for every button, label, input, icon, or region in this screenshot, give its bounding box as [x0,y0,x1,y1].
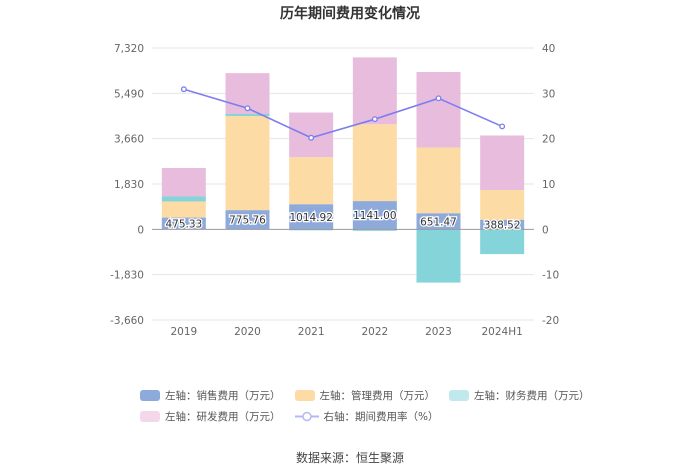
bar-finance-2023 [416,229,461,283]
rate-line [183,88,503,139]
sales-data-label: 1014.92 [289,212,332,224]
bar-finance-2022 [352,229,397,231]
data-labels: 475.33 775.76 1014.92 1141.00 651.47 388.52 [164,209,522,233]
right-tick-label: 0 [542,224,549,236]
sales-data-label: 475.33 [165,218,202,230]
bar-sales-2021 [289,204,334,230]
bar-rnd-2024H1 [480,135,525,190]
x-tick-label: 2021 [298,326,325,338]
legend-item-sales[interactable]: 左轴：销售费用（万元） [140,388,281,403]
right-tick-label: 30 [542,88,555,100]
legend-row-2: 左轴：研发费用（万元） 右轴：期间费用率（%） [140,409,580,424]
sales-data-label: 775.76 [229,215,266,227]
bar-sales-2022 [352,201,397,230]
left-tick-label: 3,660 [114,134,144,146]
bar-sales-2023 [416,213,461,230]
left-tick-label: -3,660 [110,315,144,327]
right-tick-label: 10 [542,179,555,191]
bar-finance-2019 [161,196,206,202]
rate-point-2021 [308,134,315,141]
bar-admin-2023 [416,147,461,214]
x-tick-label: 2019 [170,326,197,338]
chart-title: 历年期间费用变化情况 [280,6,420,22]
legend: 左轴：销售费用（万元） 左轴：管理费用（万元） 左轴：财务费用（万元） 左轴：研… [140,388,590,430]
legend-label-finance: 左轴：财务费用（万元） [474,390,590,402]
chart-plot: -3,660 -1,830 0 1,830 3,660 5,490 7,320 -20 -10… [110,43,559,338]
sales-data-label: 1141.00 [353,210,396,222]
bar-sales-2019 [161,217,206,230]
bar-admin-2019 [161,201,206,218]
legend-label-rnd: 左轴：研发费用（万元） [165,411,281,423]
left-tick-label: 1,830 [114,179,144,191]
left-tick-label: -1,830 [110,270,144,282]
left-tick-label: 0 [137,224,144,236]
sales-data-label: 388.52 [484,220,521,232]
legend-swatch-rate-line-icon [294,411,319,422]
bar-finance-2020 [225,113,270,116]
rate-point-2024H1 [499,123,506,130]
legend-item-rate[interactable]: 右轴：期间费用率（%） [294,409,439,424]
bar-rnd-2022 [352,57,397,125]
rate-point-2023 [435,95,442,102]
rate-point-2020 [244,105,251,112]
bar-series [161,57,525,283]
legend-swatch-finance [449,390,469,401]
legend-swatch-sales [140,390,160,401]
bar-admin-2022 [352,124,397,202]
legend-item-finance[interactable]: 左轴：财务费用（万元） [449,388,590,403]
source-note: 数据来源：恒生聚源 [295,451,404,465]
legend-item-admin[interactable]: 左轴：管理费用（万元） [294,388,436,403]
legend-label-admin: 左轴：管理费用（万元） [319,390,436,402]
x-tick-label: 2024H1 [482,326,523,338]
legend-row-1: 左轴：销售费用（万元） 左轴：管理费用（万元） 左轴：财务费用（万元） [140,388,590,403]
x-tick-label: 2022 [361,326,388,338]
rate-point-2022 [371,116,378,123]
bar-rnd-2023 [416,71,461,148]
left-axis: -3,660 -1,830 0 1,830 3,660 5,490 7,320 [110,43,144,327]
rate-line-series [180,86,506,141]
rate-point-2019 [180,86,187,93]
right-tick-label: -20 [542,315,559,327]
legend-swatch-rnd [140,411,160,422]
left-tick-label: 5,490 [114,88,144,100]
sales-data-label: 651.47 [420,216,457,228]
right-tick-label: 40 [542,43,555,55]
left-tick-label: 7,320 [114,43,144,55]
bar-admin-2024H1 [480,189,525,220]
legend-swatch-admin [294,390,315,401]
bar-admin-2021 [289,157,334,205]
right-tick-label: -10 [542,270,559,282]
grid-lines [152,47,534,321]
right-axis: -20 -10 0 10 20 30 40 [542,43,559,327]
bar-sales-2024H1 [480,219,525,230]
x-axis: 2019 2020 2021 2022 2023 2024H1 [170,326,522,338]
x-tick-label: 2020 [234,326,261,338]
bar-rnd-2019 [161,168,206,197]
bar-sales-2020 [225,210,270,230]
bar-finance-2024H1 [480,229,525,255]
legend-item-rnd[interactable]: 左轴：研发费用（万元） [140,409,281,424]
right-tick-label: 20 [542,134,555,146]
legend-label-rate: 右轴：期间费用率（%） [323,411,439,423]
x-tick-label: 2023 [425,326,452,338]
bar-admin-2020 [225,115,270,211]
legend-label-sales: 左轴：销售费用（万元） [165,390,281,402]
